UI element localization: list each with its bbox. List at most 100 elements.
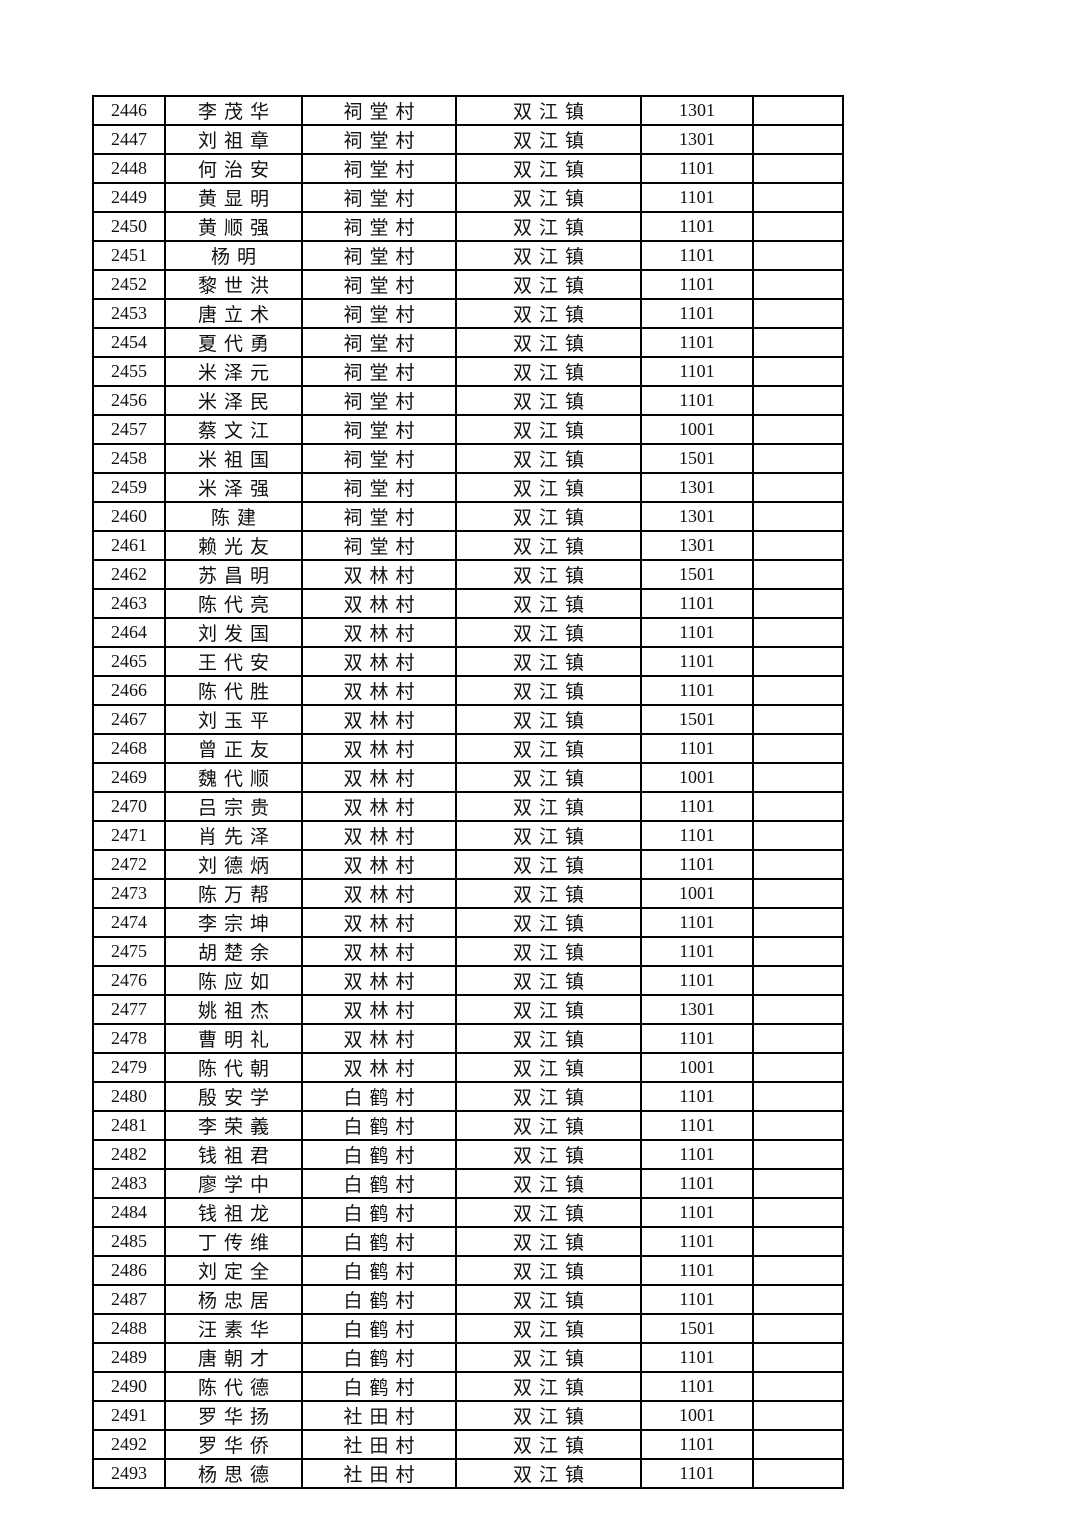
village-cell: 白鹤村 [301,1255,457,1286]
table-row: 2447 刘祖章 祠堂村 双江镇 1301 [92,124,844,155]
empty-cell [752,1313,844,1344]
village-cell: 社田村 [301,1400,457,1431]
empty-cell [752,211,844,242]
row-number-cell: 2446 [92,95,166,126]
row-number-cell: 2447 [92,124,166,155]
empty-cell [752,153,844,184]
person-name-cell: 王代安 [164,646,303,677]
village-cell: 双林村 [301,1052,457,1083]
person-name-cell: 钱祖君 [164,1139,303,1170]
town-cell: 双江镇 [455,327,642,358]
person-name-cell: 陈代朝 [164,1052,303,1083]
village-cell: 白鹤村 [301,1371,457,1402]
village-cell: 双林村 [301,820,457,851]
village-cell: 双林村 [301,994,457,1025]
town-cell: 双江镇 [455,588,642,619]
row-number-cell: 2482 [92,1139,166,1170]
town-cell: 双江镇 [455,501,642,532]
amount-cell: 1001 [640,1052,754,1083]
table-row: 2481 李荣義 白鹤村 双江镇 1101 [92,1110,844,1141]
town-cell: 双江镇 [455,1371,642,1402]
amount-cell: 1101 [640,1197,754,1228]
town-cell: 双江镇 [455,791,642,822]
person-name-cell: 唐立术 [164,298,303,329]
person-name-cell: 赖光友 [164,530,303,561]
town-cell: 双江镇 [455,385,642,416]
row-number-cell: 2491 [92,1400,166,1431]
table-row: 2453 唐立术 祠堂村 双江镇 1101 [92,298,844,329]
person-name-cell: 黎世洪 [164,269,303,300]
village-cell: 祠堂村 [301,472,457,503]
amount-cell: 1101 [640,153,754,184]
table-row: 2476 陈应如 双林村 双江镇 1101 [92,965,844,996]
person-name-cell: 刘发国 [164,617,303,648]
row-number-cell: 2453 [92,298,166,329]
town-cell: 双江镇 [455,356,642,387]
amount-cell: 1101 [640,1139,754,1170]
amount-cell: 1101 [640,791,754,822]
person-name-cell: 米泽元 [164,356,303,387]
person-name-cell: 杨忠居 [164,1284,303,1315]
town-cell: 双江镇 [455,936,642,967]
table-row: 2477 姚祖杰 双林村 双江镇 1301 [92,994,844,1025]
row-number-cell: 2492 [92,1429,166,1460]
village-cell: 白鹤村 [301,1342,457,1373]
row-number-cell: 2476 [92,965,166,996]
empty-cell [752,327,844,358]
empty-cell [752,182,844,213]
table-row: 2479 陈代朝 双林村 双江镇 1001 [92,1052,844,1083]
row-number-cell: 2493 [92,1458,166,1489]
table-row: 2449 黄显明 祠堂村 双江镇 1101 [92,182,844,213]
person-name-cell: 米祖国 [164,443,303,474]
town-cell: 双江镇 [455,820,642,851]
village-cell: 双林村 [301,588,457,619]
village-cell: 祠堂村 [301,95,457,126]
empty-cell [752,124,844,155]
amount-cell: 1101 [640,240,754,271]
person-name-cell: 曾正友 [164,733,303,764]
table-row: 2483 廖学中 白鹤村 双江镇 1101 [92,1168,844,1199]
row-number-cell: 2487 [92,1284,166,1315]
table-row: 2461 赖光友 祠堂村 双江镇 1301 [92,530,844,561]
table-row: 2450 黄顺强 祠堂村 双江镇 1101 [92,211,844,242]
row-number-cell: 2468 [92,733,166,764]
village-cell: 双林村 [301,733,457,764]
town-cell: 双江镇 [455,733,642,764]
row-number-cell: 2467 [92,704,166,735]
row-number-cell: 2452 [92,269,166,300]
row-number-cell: 2490 [92,1371,166,1402]
person-name-cell: 杨明 [164,240,303,271]
person-name-cell: 黄顺强 [164,211,303,242]
empty-cell [752,762,844,793]
person-name-cell: 陈应如 [164,965,303,996]
empty-cell [752,820,844,851]
empty-cell [752,1458,844,1489]
empty-cell [752,1371,844,1402]
table-row: 2473 陈万帮 双林村 双江镇 1001 [92,878,844,909]
row-number-cell: 2449 [92,182,166,213]
amount-cell: 1101 [640,907,754,938]
village-cell: 祠堂村 [301,240,457,271]
amount-cell: 1101 [640,1429,754,1460]
village-cell: 双林村 [301,907,457,938]
row-number-cell: 2471 [92,820,166,851]
village-cell: 祠堂村 [301,501,457,532]
village-cell: 双林村 [301,762,457,793]
amount-cell: 1001 [640,762,754,793]
empty-cell [752,559,844,590]
town-cell: 双江镇 [455,1342,642,1373]
person-name-cell: 陈建 [164,501,303,532]
table-row: 2468 曾正友 双林村 双江镇 1101 [92,733,844,764]
village-cell: 双林村 [301,936,457,967]
empty-cell [752,965,844,996]
table-row: 2492 罗华侨 社田村 双江镇 1101 [92,1429,844,1460]
row-number-cell: 2451 [92,240,166,271]
row-number-cell: 2457 [92,414,166,445]
person-name-cell: 刘祖章 [164,124,303,155]
person-name-cell: 曹明礼 [164,1023,303,1054]
empty-cell [752,1342,844,1373]
town-cell: 双江镇 [455,1226,642,1257]
village-cell: 祠堂村 [301,124,457,155]
table-row: 2451 杨明 祠堂村 双江镇 1101 [92,240,844,271]
amount-cell: 1101 [640,1458,754,1489]
